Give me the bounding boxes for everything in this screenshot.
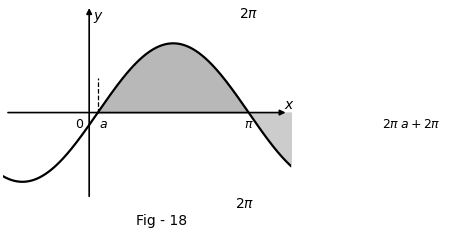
- Text: $a$: $a$: [99, 118, 108, 131]
- Text: $y$: $y$: [93, 10, 104, 24]
- Text: $\pi$: $\pi$: [244, 118, 254, 131]
- Text: $2\pi$: $2\pi$: [235, 196, 254, 210]
- Text: Fig - 18: Fig - 18: [136, 213, 187, 227]
- Text: $2\pi$: $2\pi$: [239, 7, 258, 21]
- Text: $2\pi$: $2\pi$: [382, 118, 400, 131]
- Text: $a+2\pi$: $a+2\pi$: [401, 118, 441, 131]
- Text: $x$: $x$: [284, 97, 295, 111]
- Text: 0: 0: [75, 118, 83, 131]
